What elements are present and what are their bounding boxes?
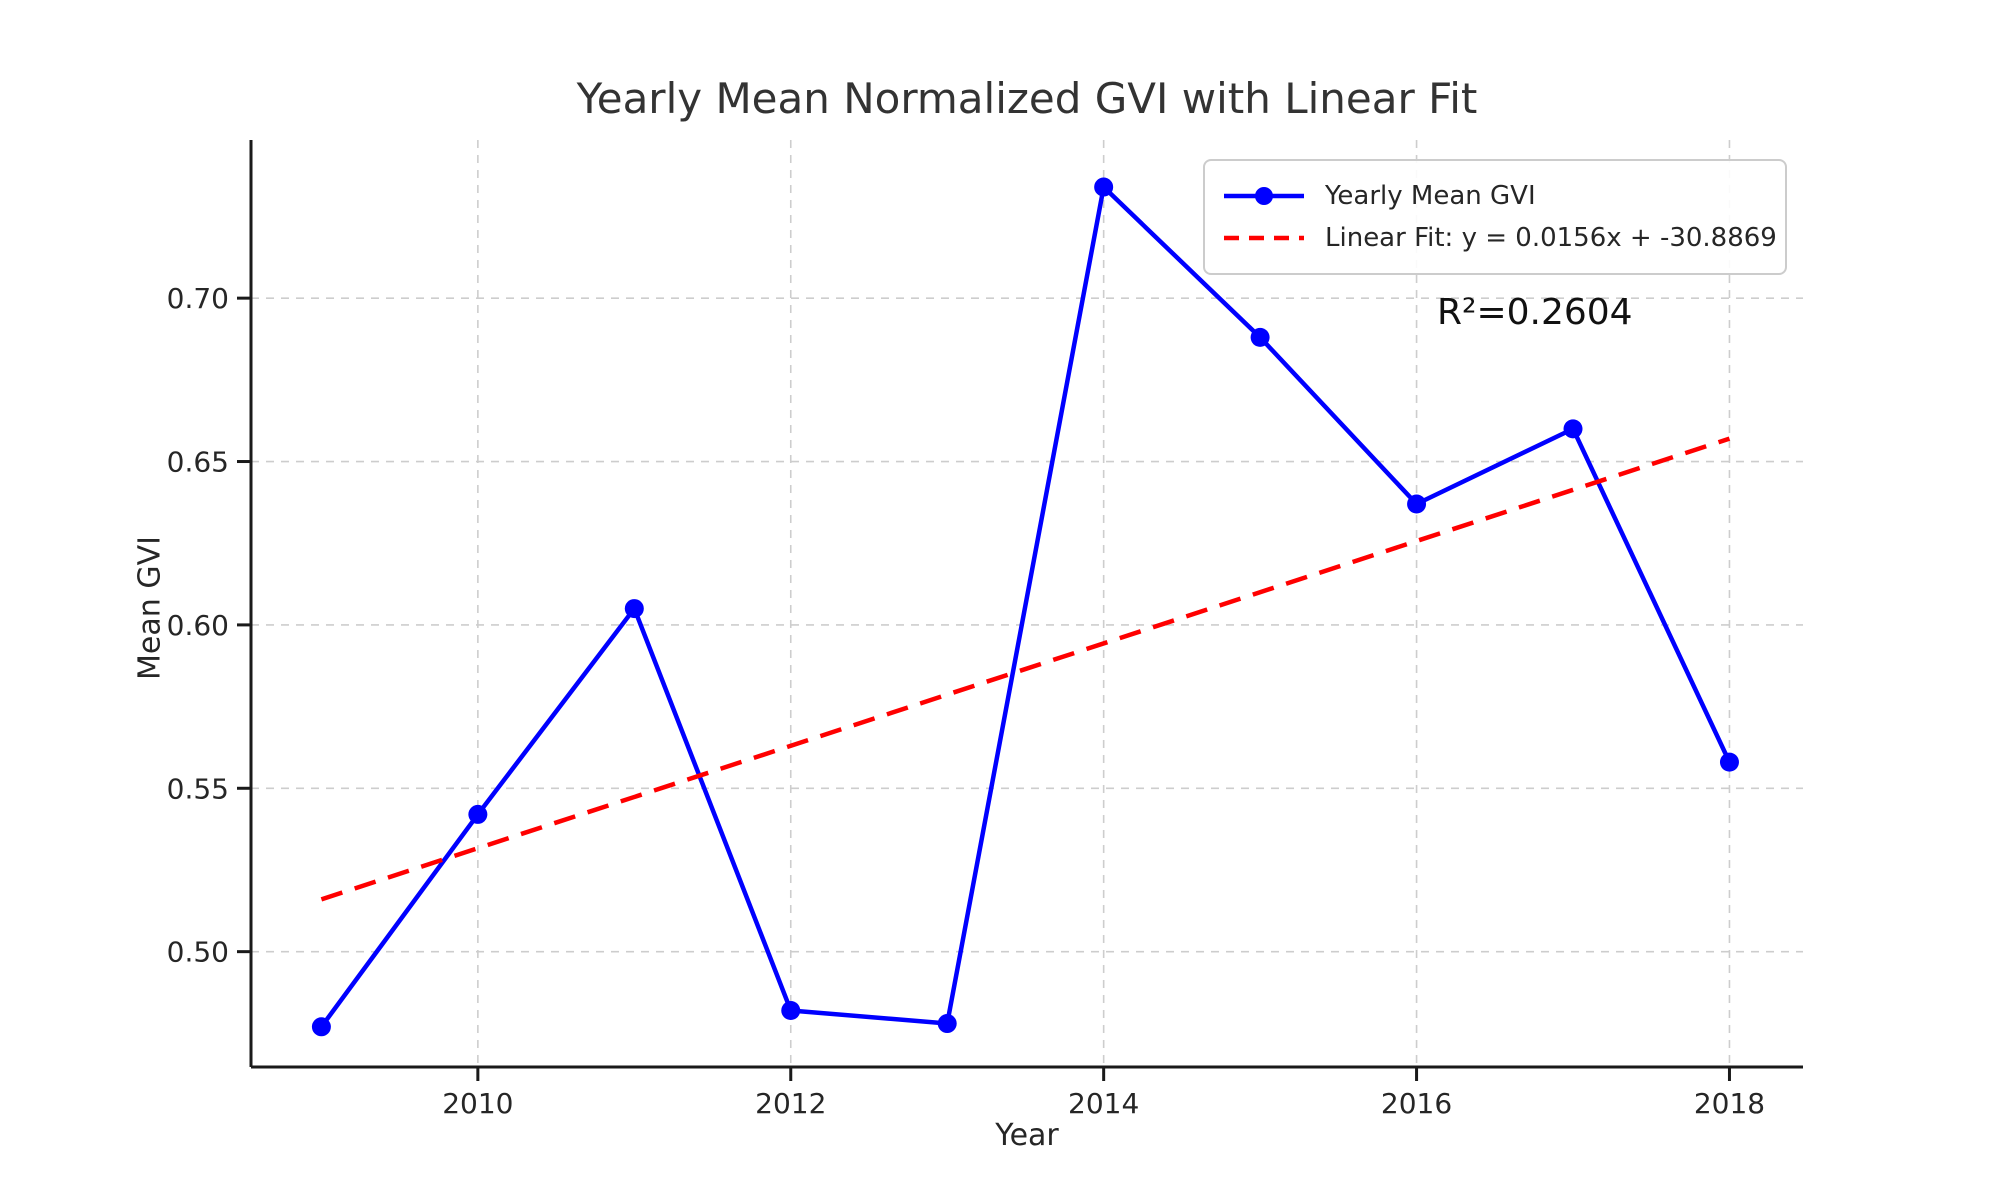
x-tick-label: 2018 [1694, 1087, 1765, 1120]
data-point [1563, 419, 1583, 439]
data-point [1719, 752, 1739, 772]
legend-fit-sample [1221, 227, 1307, 249]
legend-series-sample [1221, 185, 1307, 207]
legend: Yearly Mean GVI Linear Fit: y = 0.0156x … [1203, 159, 1787, 275]
legend-fit-dashed-line-icon [1224, 235, 1304, 241]
data-point [1250, 327, 1270, 347]
x-axis-label: Year [995, 1118, 1059, 1153]
data-point [937, 1014, 957, 1034]
legend-item-series: Yearly Mean GVI [1221, 181, 1769, 211]
y-tick-label: 0.60 [167, 609, 229, 642]
chart-title: Yearly Mean Normalized GVI with Linear F… [576, 74, 1478, 123]
y-axis-label: Mean GVI [132, 536, 168, 680]
legend-series-label: Yearly Mean GVI [1325, 181, 1536, 211]
data-point [1094, 177, 1114, 197]
data-point [1407, 494, 1427, 514]
y-tick-label: 0.55 [167, 772, 229, 805]
r-squared-annotation: R²=0.2604 [1437, 292, 1633, 333]
y-tick-label: 0.50 [167, 936, 229, 969]
legend-fit-label: Linear Fit: y = 0.0156x + -30.8869 [1325, 223, 1777, 253]
data-point [468, 804, 488, 824]
y-tick-label: 0.65 [167, 446, 229, 479]
y-tick-label: 0.70 [167, 282, 229, 315]
data-point [311, 1017, 331, 1037]
data-point [624, 599, 644, 619]
x-tick-label: 2010 [442, 1087, 513, 1120]
legend-item-fit: Linear Fit: y = 0.0156x + -30.8869 [1221, 223, 1777, 253]
x-tick-label: 2014 [1068, 1087, 1139, 1120]
gvi-line [319, 184, 1732, 1030]
legend-series-line-icon [1224, 187, 1304, 205]
fit-line [320, 436, 1731, 902]
data-point [781, 1000, 801, 1020]
x-tick-label: 2016 [1381, 1087, 1452, 1120]
x-tick-label: 2012 [755, 1087, 826, 1120]
